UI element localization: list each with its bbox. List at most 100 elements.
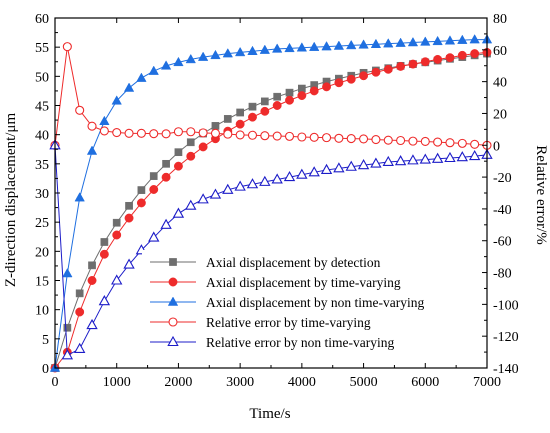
y-left-tick-label: 15 xyxy=(35,275,49,290)
data-point xyxy=(75,289,84,298)
data-point xyxy=(174,148,183,157)
y-right-tick-label: 80 xyxy=(493,12,507,27)
data-point xyxy=(297,132,307,142)
data-point xyxy=(346,74,356,84)
data-point xyxy=(136,128,146,138)
legend-marker xyxy=(168,277,178,287)
data-point xyxy=(470,49,480,59)
data-point xyxy=(396,61,406,71)
y-axis-left-title: Z-direction displacement/μm xyxy=(3,113,19,288)
data-point xyxy=(309,132,319,142)
y-right-tick-label: -140 xyxy=(493,362,519,377)
data-point xyxy=(124,213,134,223)
data-point xyxy=(395,37,406,47)
data-point xyxy=(433,54,443,64)
legend-marker xyxy=(167,335,179,347)
x-tick-label: 1000 xyxy=(103,375,131,390)
y-left-tick-label: 50 xyxy=(35,70,49,85)
y-right-tick-label: 40 xyxy=(493,76,507,91)
data-point xyxy=(210,49,221,60)
y-right-tick-label: -80 xyxy=(493,267,512,282)
data-point xyxy=(456,151,469,162)
series-4 xyxy=(49,139,493,360)
data-point xyxy=(433,137,443,147)
data-point xyxy=(124,128,134,138)
data-point xyxy=(75,105,85,115)
data-point xyxy=(186,138,195,147)
data-point xyxy=(345,160,357,171)
data-point xyxy=(234,46,246,57)
plot-area xyxy=(49,34,493,373)
data-point xyxy=(445,138,455,148)
data-point xyxy=(432,35,443,46)
data-point xyxy=(87,276,97,285)
data-point xyxy=(149,185,159,194)
data-point xyxy=(62,42,72,52)
data-point xyxy=(383,38,394,48)
x-tick-label: 0 xyxy=(52,375,59,390)
legend-item: Axial displacement by detection xyxy=(150,255,381,270)
data-point xyxy=(123,82,135,92)
legend-item: Axial displacement by time-varying xyxy=(150,275,401,290)
data-point xyxy=(235,130,245,140)
data-point xyxy=(173,127,183,137)
data-point xyxy=(209,188,222,199)
y-left-tick-label: 30 xyxy=(35,187,49,202)
data-point xyxy=(321,133,332,143)
data-point xyxy=(271,173,283,184)
data-point xyxy=(137,186,146,194)
data-point xyxy=(236,108,244,117)
data-point xyxy=(210,128,221,138)
data-point xyxy=(247,130,258,140)
y-right-tick-label: -20 xyxy=(493,171,512,186)
data-point xyxy=(334,78,344,88)
legend-label: Axial displacement by non time-varying xyxy=(206,295,424,310)
data-point xyxy=(86,145,98,155)
y-right-tick-label: 20 xyxy=(493,107,507,122)
y-axis-right-title: Relative error/% xyxy=(533,145,549,245)
x-tick-label: 7000 xyxy=(473,375,501,390)
data-point xyxy=(296,168,308,179)
data-point xyxy=(370,38,382,48)
x-axis-title: Time/s xyxy=(249,406,290,422)
data-point xyxy=(396,135,406,146)
legend-marker xyxy=(167,296,179,306)
data-point xyxy=(148,65,159,75)
data-point xyxy=(125,201,133,210)
data-point xyxy=(235,119,245,129)
data-point xyxy=(160,60,172,70)
data-point xyxy=(136,198,146,208)
legend: Axial displacement by detection Axial dis… xyxy=(142,250,478,358)
x-tick-label: 6000 xyxy=(411,375,439,390)
data-point xyxy=(408,59,418,69)
x-tick-label: 2000 xyxy=(164,375,192,390)
data-point xyxy=(112,218,121,227)
data-point xyxy=(185,199,197,210)
data-point xyxy=(284,131,295,141)
legend-label: Axial displacement by time-varying xyxy=(206,275,401,290)
data-point xyxy=(61,349,74,360)
data-point xyxy=(73,342,86,353)
data-point xyxy=(420,57,430,67)
data-point xyxy=(172,207,185,218)
data-point xyxy=(112,127,122,138)
data-point xyxy=(444,35,456,45)
data-point xyxy=(408,136,418,146)
data-point xyxy=(419,153,431,164)
data-point xyxy=(431,152,444,163)
data-point xyxy=(359,134,369,144)
y-left-tick-label: 20 xyxy=(35,245,49,260)
legend-item: Relative error by non time-varying xyxy=(150,335,394,350)
legend-label: Axial displacement by detection xyxy=(206,255,381,270)
data-point xyxy=(383,135,393,145)
legend-item: Relative error by time-varying xyxy=(150,315,371,330)
data-point xyxy=(309,86,319,96)
data-point xyxy=(100,238,109,246)
data-point xyxy=(371,134,381,145)
series-3 xyxy=(50,42,492,150)
y-left-tick-label: 60 xyxy=(35,12,49,27)
y-left-tick-label: 25 xyxy=(35,216,49,231)
data-point xyxy=(234,180,246,191)
data-point xyxy=(99,126,109,136)
